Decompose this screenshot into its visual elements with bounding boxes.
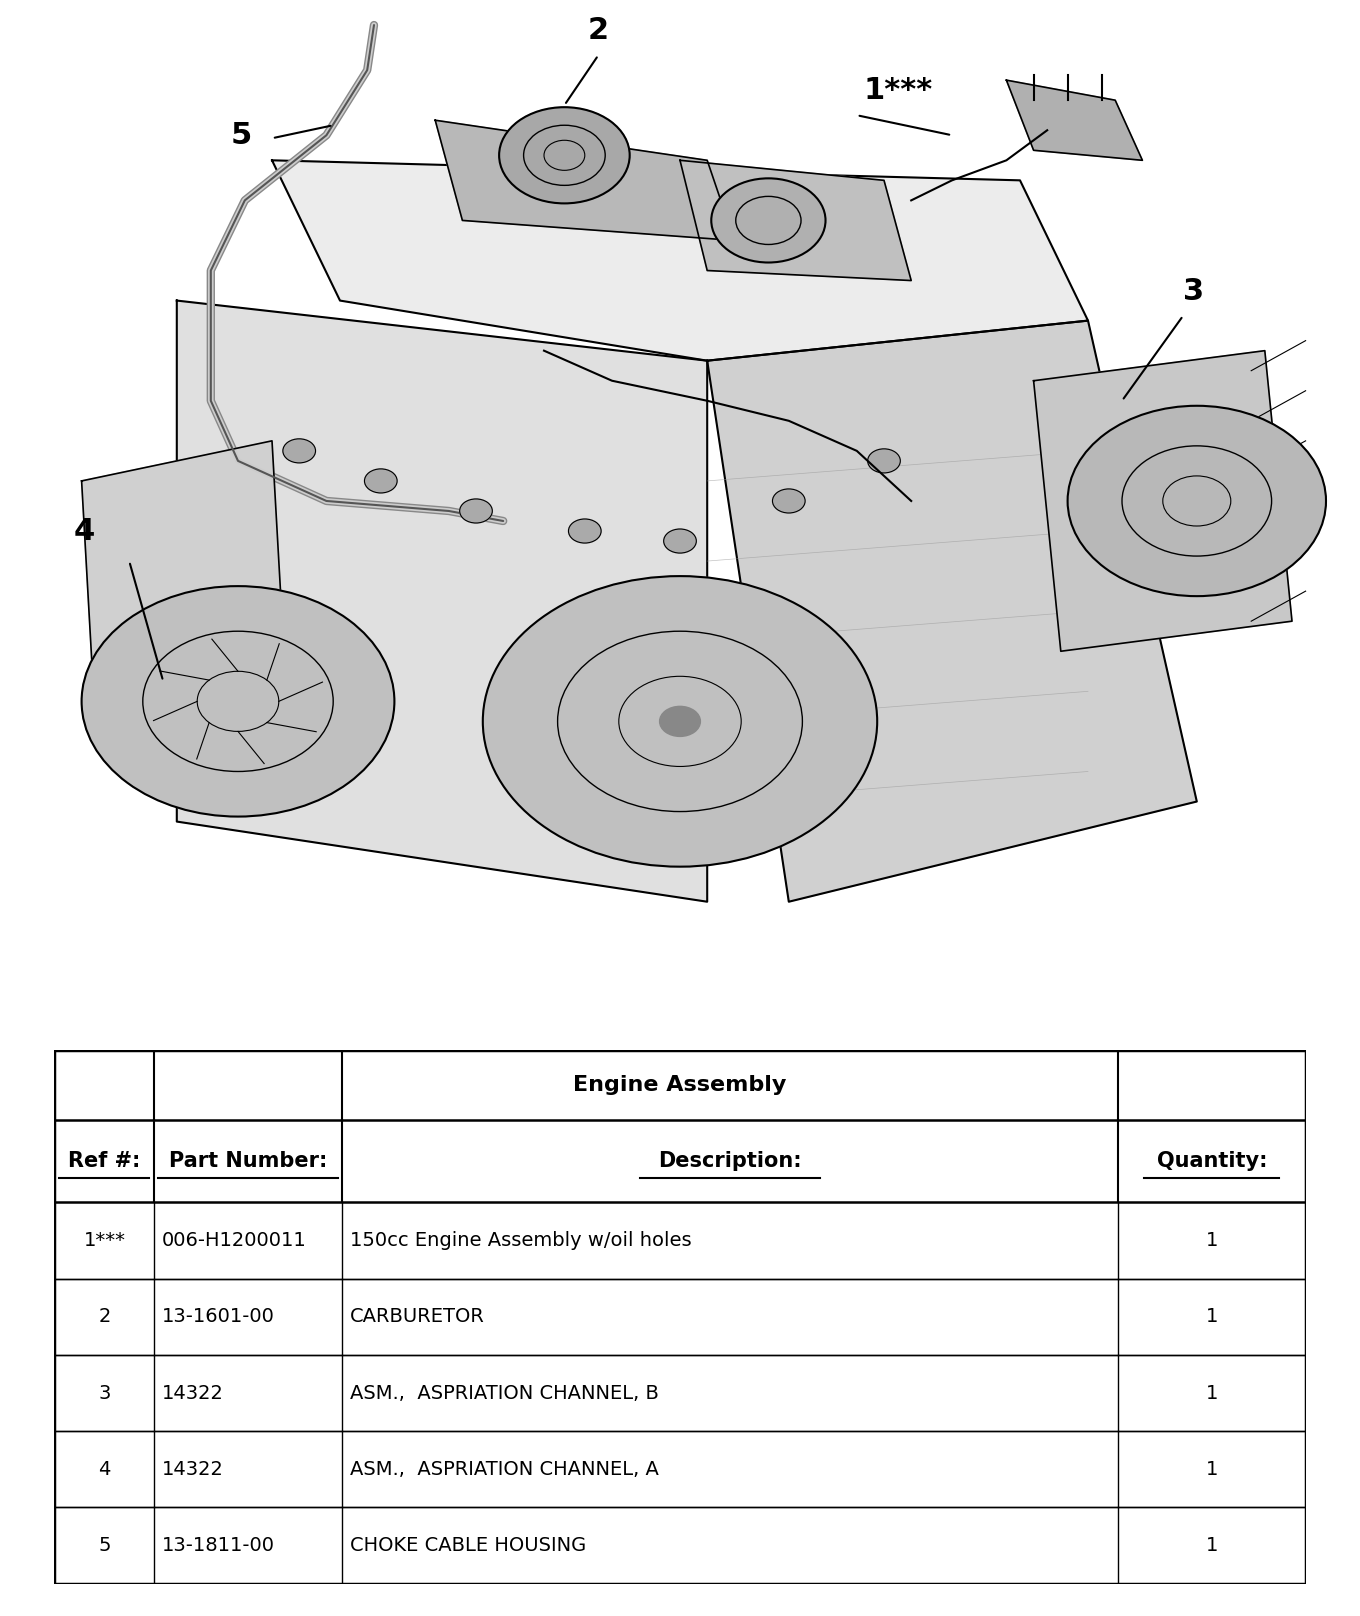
- Text: 14322: 14322: [162, 1459, 224, 1479]
- Text: 1***: 1***: [864, 76, 933, 105]
- Text: Quantity:: Quantity:: [1156, 1151, 1268, 1172]
- Text: ASM.,  ASPRIATION CHANNEL, B: ASM., ASPRIATION CHANNEL, B: [350, 1383, 658, 1403]
- Circle shape: [460, 499, 492, 524]
- Text: 1***: 1***: [83, 1231, 125, 1251]
- Circle shape: [82, 587, 394, 816]
- Polygon shape: [177, 301, 707, 902]
- Text: CARBURETOR: CARBURETOR: [350, 1307, 484, 1327]
- Text: CHOKE CABLE HOUSING: CHOKE CABLE HOUSING: [350, 1537, 586, 1555]
- Circle shape: [868, 449, 900, 473]
- Text: Description:: Description:: [658, 1151, 802, 1172]
- Polygon shape: [1006, 81, 1142, 160]
- Text: 2: 2: [98, 1307, 110, 1327]
- Text: 006-H1200011: 006-H1200011: [162, 1231, 307, 1251]
- Text: Part Number:: Part Number:: [169, 1151, 328, 1172]
- Polygon shape: [707, 320, 1197, 902]
- Text: 150cc Engine Assembly w/oil holes: 150cc Engine Assembly w/oil holes: [350, 1231, 691, 1251]
- Text: 2: 2: [588, 16, 609, 45]
- Circle shape: [483, 577, 877, 866]
- Text: 1: 1: [1205, 1459, 1219, 1479]
- Text: 14322: 14322: [162, 1383, 224, 1403]
- Polygon shape: [1034, 351, 1292, 651]
- Circle shape: [1068, 406, 1326, 596]
- Polygon shape: [272, 160, 1088, 360]
- Text: Engine Assembly: Engine Assembly: [574, 1075, 786, 1096]
- Text: ASM.,  ASPRIATION CHANNEL, A: ASM., ASPRIATION CHANNEL, A: [350, 1459, 658, 1479]
- Polygon shape: [435, 120, 734, 241]
- Circle shape: [499, 107, 630, 204]
- Circle shape: [364, 469, 397, 493]
- Text: Ref #:: Ref #:: [68, 1151, 140, 1172]
- Text: 13-1811-00: 13-1811-00: [162, 1537, 275, 1555]
- Text: 4: 4: [98, 1459, 110, 1479]
- Text: 3: 3: [1183, 276, 1205, 305]
- Polygon shape: [680, 160, 911, 281]
- Text: 13-1601-00: 13-1601-00: [162, 1307, 275, 1327]
- Circle shape: [772, 490, 805, 512]
- Circle shape: [283, 440, 316, 462]
- Text: 1: 1: [1205, 1231, 1219, 1251]
- Text: 1: 1: [1205, 1537, 1219, 1555]
- Circle shape: [664, 528, 696, 553]
- Polygon shape: [82, 441, 286, 721]
- Text: 5: 5: [230, 121, 252, 150]
- Text: 1: 1: [1205, 1383, 1219, 1403]
- Text: 3: 3: [98, 1383, 110, 1403]
- Text: 4: 4: [73, 517, 95, 546]
- Circle shape: [660, 706, 700, 737]
- Text: 1: 1: [1205, 1307, 1219, 1327]
- Circle shape: [568, 519, 601, 543]
- Circle shape: [711, 178, 826, 262]
- Text: 5: 5: [98, 1537, 110, 1555]
